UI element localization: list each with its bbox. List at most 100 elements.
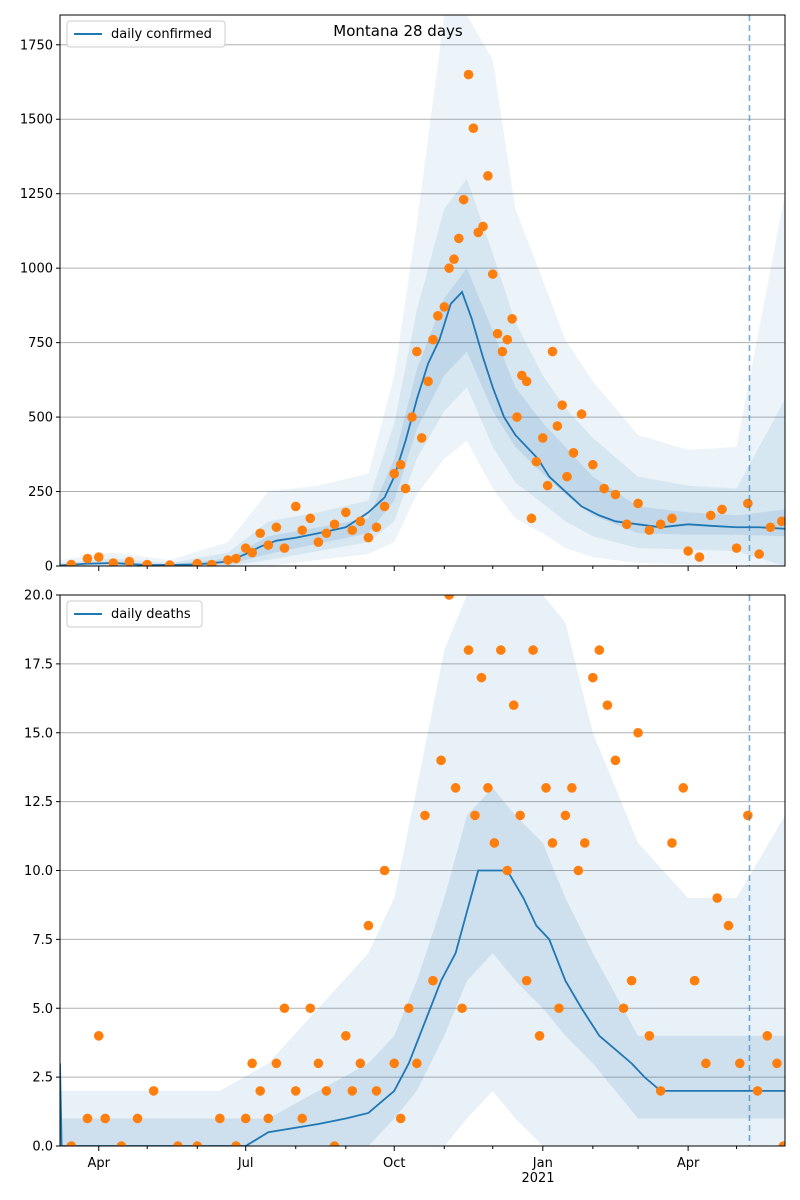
deaths-y-tick-label: 7.5 <box>32 933 53 948</box>
deaths-data-point <box>297 1113 308 1124</box>
deaths-y-tick-label: 2.5 <box>32 1071 53 1086</box>
deaths-data-point <box>271 1058 282 1069</box>
deaths-data-point <box>762 1031 773 1041</box>
deaths-data-point <box>347 1086 358 1096</box>
deaths-data-point <box>633 727 643 738</box>
confirmed-interval-band <box>60 15 785 566</box>
deaths-data-point <box>588 672 598 683</box>
confirmed-data-point <box>247 547 257 558</box>
confirmed-data-point <box>507 313 517 324</box>
deaths-data-point <box>701 1058 711 1069</box>
deaths-data-point <box>610 755 621 766</box>
confirmed-data-point <box>683 546 693 556</box>
confirmed-data-point <box>562 471 572 482</box>
deaths-legend-box <box>66 600 203 628</box>
deaths-data-point <box>215 1113 225 1124</box>
confirmed-data-point <box>279 543 290 553</box>
deaths-data-point <box>521 975 532 986</box>
confirmed-data-point <box>717 504 727 515</box>
deaths-interval-band <box>60 595 785 1146</box>
confirmed-data-point <box>305 513 316 524</box>
confirmed-data-point <box>497 346 508 357</box>
confirmed-data-point <box>731 543 742 553</box>
deaths-data-point <box>778 1141 785 1146</box>
confirmed-data-point <box>458 194 469 205</box>
deaths-data-point <box>279 1003 290 1014</box>
confirmed-data-point <box>765 522 776 533</box>
confirmed-data-point <box>776 516 785 527</box>
deaths-data-point <box>689 975 700 986</box>
confirmed-y-tick-label: 1750 <box>20 38 53 53</box>
deaths-data-point <box>734 1058 745 1069</box>
confirmed-data-point <box>502 334 513 345</box>
deaths-data-point <box>483 783 493 793</box>
confirmed-data-point <box>433 311 443 321</box>
confirmed-panel: 0 250 500 750 1000 1250 1500 1750 daily confirm… <box>20 14 786 575</box>
confirmed-data-point <box>108 558 119 566</box>
deaths-y-tick-label: 5.0 <box>32 1002 53 1017</box>
deaths-data-point <box>329 1141 340 1146</box>
deaths-legend: daily deaths <box>66 600 203 628</box>
confirmed-y-tick-label: 250 <box>28 485 53 500</box>
deaths-x-tick-label: Jul <box>237 1156 254 1171</box>
deaths-y-tick-label: 17.5 <box>24 657 53 672</box>
confirmed-data-point <box>297 525 308 536</box>
deaths-data-point <box>247 1058 257 1069</box>
deaths-data-point <box>313 1058 324 1069</box>
deaths-data-point <box>444 595 454 600</box>
deaths-data-point <box>579 838 590 848</box>
confirmed-data-point <box>313 537 324 547</box>
confirmed-data-point <box>93 552 104 562</box>
deaths-data-point <box>678 783 689 793</box>
confirmed-data-point <box>407 412 417 422</box>
deaths-data-point <box>255 1086 266 1096</box>
confirmed-data-point <box>329 519 340 530</box>
deaths-data-point <box>321 1086 332 1096</box>
deaths-data-point <box>341 1031 351 1041</box>
deaths-data-point <box>450 783 461 793</box>
deaths-x-tick-label: Apr <box>677 1156 700 1171</box>
confirmed-data-point <box>454 233 464 244</box>
confirmed-data-point <box>371 522 382 533</box>
confirmed-data-point <box>610 489 621 500</box>
deaths-data-point <box>82 1113 93 1124</box>
deaths-data-point <box>457 1003 467 1014</box>
confirmed-data-point <box>321 528 332 539</box>
deaths-data-point <box>547 838 558 848</box>
deaths-y-axis: 0.0 2.5 5.0 7.5 10.0 12.5 15.0 17.5 20.0 <box>24 589 60 1155</box>
confirmed-data-point <box>412 346 422 357</box>
deaths-data-point <box>712 893 722 903</box>
confirmed-legend-label: daily confirmed <box>111 27 212 42</box>
confirmed-data-point <box>231 553 241 564</box>
confirmed-data-point <box>449 254 459 265</box>
deaths-y-tick-label: 10.0 <box>24 864 53 879</box>
confirmed-legend: daily confirmed <box>66 20 226 48</box>
deaths-data-point <box>723 920 734 931</box>
deaths-legend-label: daily deaths <box>111 607 191 622</box>
confirmed-data-point <box>705 510 716 521</box>
deaths-data-point <box>752 1086 763 1096</box>
confirmed-data-point <box>568 448 579 458</box>
confirmed-data-point <box>492 328 503 339</box>
deaths-data-point <box>132 1113 143 1124</box>
confirmed-data-point <box>290 501 301 512</box>
chart-title: Montana 28 days <box>333 22 463 40</box>
deaths-data-point <box>508 700 519 710</box>
confirmed-axes-frame <box>59 14 786 567</box>
deaths-data-point <box>403 1003 414 1014</box>
confirmed-data-point <box>428 334 438 345</box>
confirmed-x-axis <box>98 566 738 571</box>
confirmed-data-point <box>416 433 427 443</box>
deaths-data-point <box>436 755 446 766</box>
confirmed-data-point <box>743 498 753 509</box>
deaths-data-point <box>573 865 584 876</box>
deaths-data-point <box>567 783 577 793</box>
deaths-data-point <box>173 1141 183 1146</box>
deaths-data-point <box>644 1031 655 1041</box>
confirmed-data-point <box>395 459 406 470</box>
deaths-data-point <box>379 865 390 876</box>
deaths-interval-band <box>60 787 785 1146</box>
deaths-data-point <box>515 810 525 821</box>
deaths-data-point <box>290 1086 301 1096</box>
